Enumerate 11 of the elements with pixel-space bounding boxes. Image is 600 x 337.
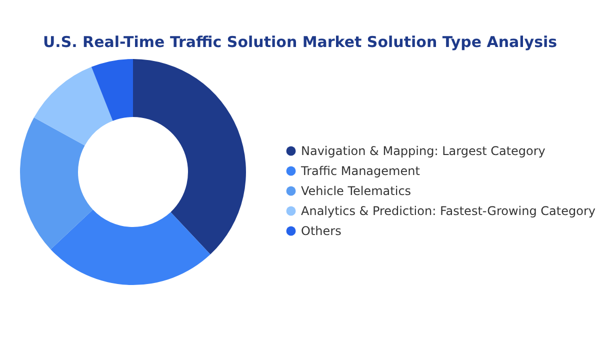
donut-slice (34, 66, 113, 146)
legend-label: Vehicle Telematics (301, 184, 412, 198)
legend-label: Analytics & Prediction: Fastest-Growing Category (301, 204, 596, 218)
legend-label: Traffic Management (300, 164, 420, 178)
chart-title: U.S. Real-Time Traffic Solution Market Solution Type Analysis (42, 33, 558, 51)
donut-slice (20, 118, 93, 250)
legend-label: Others (301, 224, 342, 238)
legend-label: Navigation & Mapping: Largest Category (301, 144, 546, 158)
donut-slice (133, 59, 246, 254)
donut-slice (50, 210, 210, 285)
donut-slice (91, 59, 133, 121)
